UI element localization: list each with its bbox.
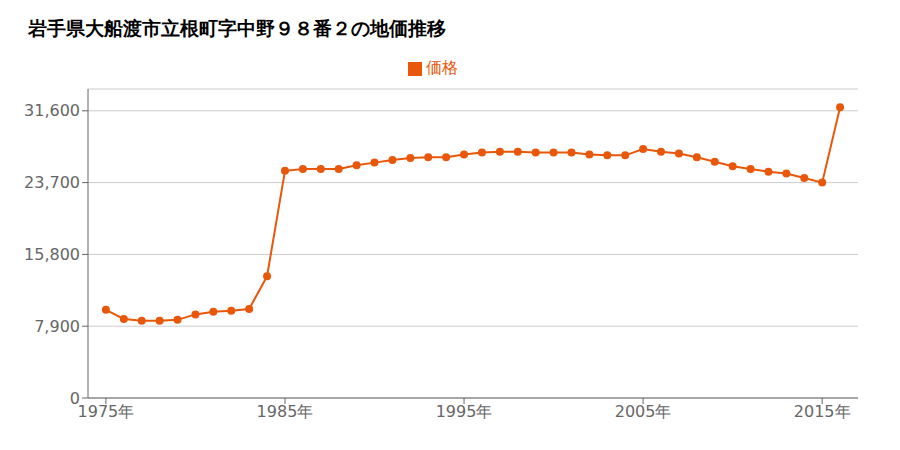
svg-text:7,900: 7,900 xyxy=(34,317,80,336)
svg-text:31,600: 31,600 xyxy=(24,101,80,120)
html-text:岩手県大船渡市立根町字中野９８番２の地価推移: 岩手県大船渡市立根町字中野９８番２の地価推移 xyxy=(28,17,446,39)
svg-text:1985年: 1985年 xyxy=(257,402,314,421)
svg-text:1995年: 1995年 xyxy=(436,402,493,421)
svg-text:2005年: 2005年 xyxy=(615,402,672,421)
html-text:価格: 価格 xyxy=(426,58,458,77)
svg-text:2015年: 2015年 xyxy=(794,402,851,421)
svg-text:0: 0 xyxy=(70,389,80,408)
svg-text:23,700: 23,700 xyxy=(24,173,80,192)
svg-text:15,800: 15,800 xyxy=(24,245,80,264)
svg-text:1975年: 1975年 xyxy=(78,402,135,421)
